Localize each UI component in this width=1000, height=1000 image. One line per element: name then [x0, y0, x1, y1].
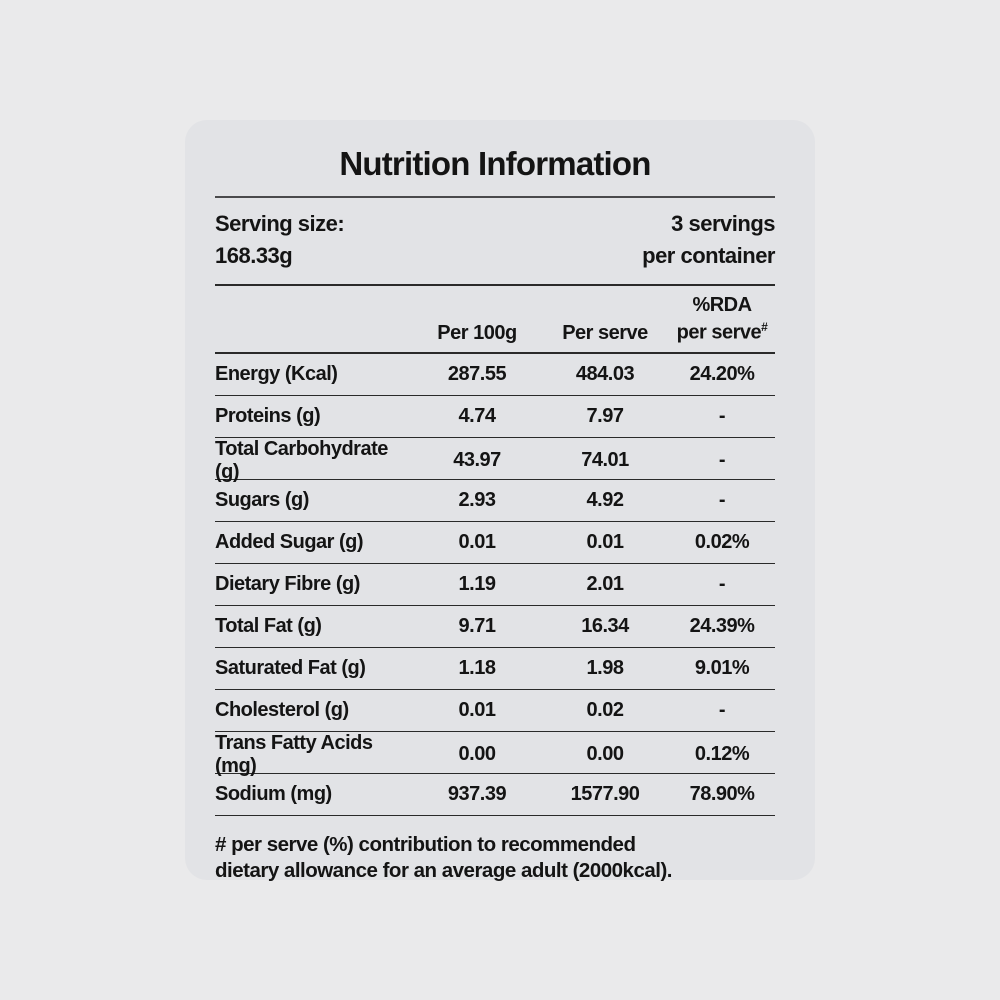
value-rda-per-serve: -	[718, 449, 726, 472]
nutrient-name: Total Carbohydrate (g)	[215, 437, 388, 483]
footnote-line1: # per serve (%) contribution to recommen…	[215, 832, 636, 856]
table-row: Proteins (g) 4.74 7.97 -	[215, 396, 775, 438]
serving-size-value: 168.33g	[215, 243, 293, 268]
serving-size: Serving size: 168.33g	[215, 208, 345, 272]
nutrient-name: Saturated Fat (g)	[215, 656, 366, 679]
servings-per-container: 3 servings per container	[642, 208, 775, 272]
value-per-serve: 74.01	[581, 449, 629, 472]
table-row: Dietary Fibre (g) 1.19 2.01 -	[215, 564, 775, 606]
nutrition-table-rows: Energy (Kcal) 287.55 484.03 24.20% Prote…	[215, 354, 775, 816]
nutrient-name: Cholesterol (g)	[215, 698, 349, 721]
value-rda-per-serve: 24.20%	[689, 362, 755, 385]
serving-divider	[215, 284, 775, 286]
nutrient-name: Total Fat (g)	[215, 614, 322, 637]
table-row: Added Sugar (g) 0.01 0.01 0.02%	[215, 522, 775, 564]
value-rda-per-serve: 0.12%	[694, 743, 750, 766]
value-rda-per-serve: -	[718, 404, 726, 427]
value-per-100g: 0.00	[458, 743, 496, 766]
value-per-100g: 287.55	[447, 362, 507, 385]
nutrient-name: Sodium (mg)	[215, 782, 332, 805]
value-rda-per-serve: 9.01%	[694, 656, 750, 679]
table-row: Total Fat (g) 9.71 16.34 24.39%	[215, 606, 775, 648]
table-header-row: Per 100g Per serve %RDA per serve#	[215, 286, 775, 354]
value-per-100g: 1.19	[458, 572, 496, 595]
value-per-100g: 0.01	[458, 698, 496, 721]
table-row: Energy (Kcal) 287.55 484.03 24.20%	[215, 354, 775, 396]
servings-count: 3 servings	[671, 211, 775, 236]
value-per-serve: 484.03	[575, 362, 635, 385]
nutrition-label-title: Nutrition Information	[339, 145, 651, 182]
value-per-100g: 2.93	[458, 488, 496, 511]
value-per-serve: 0.01	[586, 530, 624, 553]
value-per-serve: 4.92	[586, 488, 624, 511]
value-per-100g: 43.97	[453, 449, 501, 472]
value-per-serve: 0.00	[586, 743, 624, 766]
table-row: Trans Fatty Acids (mg) 0.00 0.00 0.12%	[215, 732, 775, 777]
header-rda-line1: %RDA	[692, 294, 752, 316]
value-per-100g: 1.18	[458, 656, 496, 679]
value-rda-per-serve: 24.39%	[689, 614, 755, 637]
nutrition-label-card: Nutrition Information Serving size: 168.…	[185, 120, 815, 882]
value-per-serve: 2.01	[586, 572, 624, 595]
table-row: Saturated Fat (g) 1.18 1.98 9.01%	[215, 648, 775, 690]
value-per-100g: 4.74	[458, 404, 496, 427]
header-per-100g: Per 100g	[437, 321, 517, 344]
nutrient-name: Added Sugar (g)	[215, 530, 364, 553]
header-rda-per-serve: %RDA per serve#	[669, 294, 775, 344]
nutrient-name: Dietary Fibre (g)	[215, 572, 360, 595]
header-rda-superscript: #	[761, 320, 768, 334]
value-rda-per-serve: 0.02%	[694, 530, 750, 553]
serving-section: Serving size: 168.33g 3 servings per con…	[215, 198, 775, 284]
value-per-serve: 1577.90	[570, 782, 640, 805]
value-rda-per-serve: -	[718, 698, 726, 721]
footnote-line2: dietary allowance for an average adult (…	[215, 858, 672, 882]
serving-size-label: Serving size:	[215, 211, 345, 236]
value-per-serve: 16.34	[581, 614, 629, 637]
header-rda-line2: per serve	[676, 321, 762, 344]
nutrient-name: Energy (Kcal)	[215, 362, 338, 385]
title-divider	[215, 196, 775, 198]
table-row: Sugars (g) 2.93 4.92 -	[215, 480, 775, 522]
value-rda-per-serve: -	[718, 572, 726, 595]
value-rda-per-serve: 78.90%	[689, 782, 755, 805]
header-per-serve: Per serve	[562, 321, 648, 344]
nutrient-name: Sugars (g)	[215, 488, 309, 511]
servings-per-container-label: per container	[642, 243, 775, 268]
value-rda-per-serve: -	[718, 488, 726, 511]
table-row: Sodium (mg) 937.39 1577.90 78.90%	[215, 774, 775, 816]
value-per-100g: 0.01	[458, 530, 496, 553]
value-per-serve: 1.98	[586, 656, 624, 679]
value-per-100g: 9.71	[458, 614, 496, 637]
value-per-serve: 0.02	[586, 698, 624, 721]
table-row: Total Carbohydrate (g) 43.97 74.01 -	[215, 438, 775, 483]
nutrient-name: Trans Fatty Acids (mg)	[215, 731, 373, 777]
nutrient-name: Proteins (g)	[215, 404, 321, 427]
table-row: Cholesterol (g) 0.01 0.02 -	[215, 690, 775, 732]
value-per-serve: 7.97	[586, 404, 624, 427]
footnote: # per serve (%) contribution to recommen…	[215, 816, 775, 884]
value-per-100g: 937.39	[447, 782, 507, 805]
